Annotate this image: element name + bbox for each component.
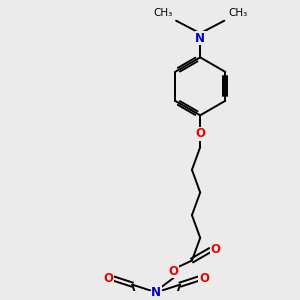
Text: N: N: [195, 32, 205, 45]
Text: CH₃: CH₃: [228, 8, 248, 18]
Text: O: O: [210, 243, 220, 256]
Text: O: O: [169, 265, 178, 278]
Text: O: O: [103, 272, 113, 285]
Text: O: O: [195, 127, 205, 140]
Text: N: N: [151, 286, 161, 299]
Text: CH₃: CH₃: [153, 8, 172, 18]
Text: O: O: [199, 272, 209, 285]
